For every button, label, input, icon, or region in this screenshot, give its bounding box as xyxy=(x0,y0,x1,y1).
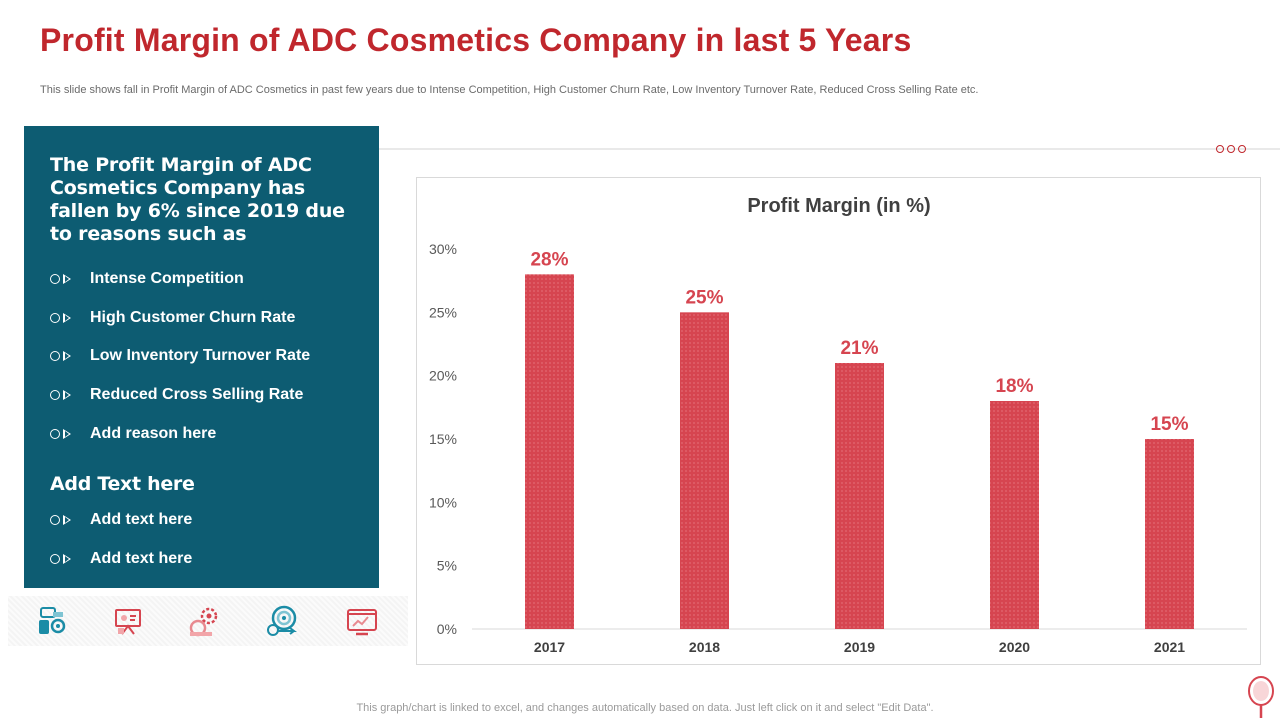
gears-icon xyxy=(189,607,218,637)
bar xyxy=(835,363,884,629)
bar xyxy=(525,274,574,629)
mirror-icon xyxy=(1248,676,1274,718)
text-list: Add text here Add text here xyxy=(50,501,359,578)
panel-heading: The Profit Margin of ADC Cosmetics Compa… xyxy=(50,154,345,245)
more-dots-icon xyxy=(1216,145,1246,153)
bullet-icon xyxy=(50,515,90,526)
y-tick-label: 10% xyxy=(429,494,457,510)
x-tick-label: 2019 xyxy=(844,639,875,655)
chart-container: Profit Margin (in %) 0% 5% 10% 15% 20% 25% 30% 2… xyxy=(416,177,1261,665)
reason-item: Add reason here xyxy=(50,414,359,453)
bar xyxy=(990,401,1039,629)
profit-margin-chart: Profit Margin (in %) 0% 5% 10% 15% 20% 25% 30% 2… xyxy=(429,195,1247,655)
y-tick-label: 15% xyxy=(429,431,457,447)
x-tick-label: 2021 xyxy=(1154,639,1185,655)
y-tick-label: 0% xyxy=(437,621,457,637)
bar xyxy=(1145,439,1194,629)
y-tick-label: 25% xyxy=(429,304,457,320)
bullet-icon xyxy=(50,428,90,439)
data-label: 28% xyxy=(530,249,568,270)
panel-subheading: Add Text here xyxy=(50,472,195,495)
reason-list: Intense Competition High Customer Churn … xyxy=(50,260,359,453)
reason-text: High Customer Churn Rate xyxy=(90,308,296,326)
bar xyxy=(680,312,729,629)
data-label: 25% xyxy=(685,287,723,308)
x-tick-label: 2018 xyxy=(689,639,720,655)
reason-item: Reduced Cross Selling Rate xyxy=(50,376,359,415)
x-tick-label: 2017 xyxy=(534,639,565,655)
chart-title: Profit Margin (in %) xyxy=(747,195,930,217)
y-tick-label: 20% xyxy=(429,368,457,384)
y-tick-label: 30% xyxy=(429,241,457,257)
text-item: Add text here xyxy=(50,501,359,540)
bullet-icon xyxy=(50,351,90,362)
page-title: Profit Margin of ADC Cosmetics Company i… xyxy=(40,22,912,58)
reason-text: Add reason here xyxy=(90,424,217,442)
presentation-icon xyxy=(115,609,141,635)
reason-item: High Customer Churn Rate xyxy=(50,299,359,338)
target-icon xyxy=(267,605,297,636)
data-label: 21% xyxy=(840,338,878,359)
reason-text: Intense Competition xyxy=(90,270,244,288)
divider xyxy=(379,148,1280,150)
team-gear-icon xyxy=(39,607,66,634)
data-label: 15% xyxy=(1150,414,1188,435)
text-item-label: Add text here xyxy=(90,549,193,567)
bullet-icon xyxy=(50,312,90,323)
monitor-chart-icon xyxy=(347,609,377,636)
reasons-panel: The Profit Margin of ADC Cosmetics Compa… xyxy=(24,126,379,588)
bullet-icon xyxy=(50,274,90,285)
y-tick-label: 5% xyxy=(437,558,457,574)
bullet-icon xyxy=(50,553,90,564)
x-tick-label: 2020 xyxy=(999,639,1030,655)
reason-item: Low Inventory Turnover Rate xyxy=(50,337,359,376)
footer-note: This graph/chart is linked to excel, and… xyxy=(356,702,934,714)
page-subtitle: This slide shows fall in Profit Margin o… xyxy=(40,84,979,96)
icon-strip xyxy=(8,596,408,646)
reason-item: Intense Competition xyxy=(50,260,359,299)
text-item: Add text here xyxy=(50,540,359,579)
data-label: 18% xyxy=(995,376,1033,397)
reason-text: Reduced Cross Selling Rate xyxy=(90,386,304,404)
bullet-icon xyxy=(50,390,90,401)
text-item-label: Add text here xyxy=(90,511,193,529)
reason-text: Low Inventory Turnover Rate xyxy=(90,347,311,365)
